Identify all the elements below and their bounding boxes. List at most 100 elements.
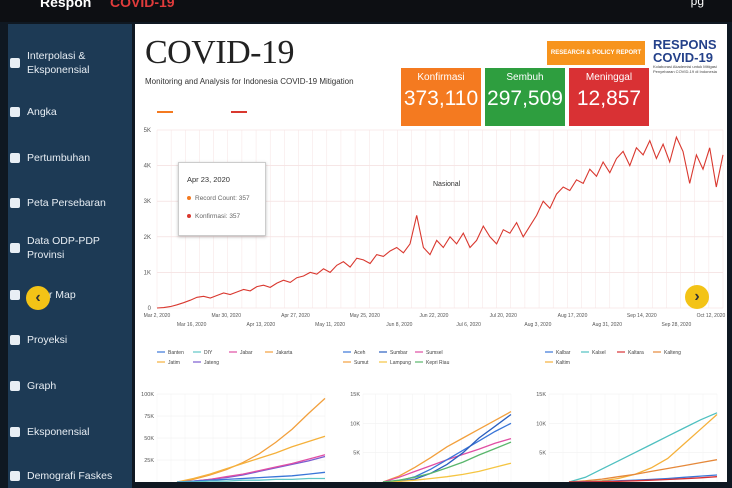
y-tick-label: 75K — [144, 414, 154, 420]
province-chart-kalimantan[interactable]: Kalbar Kalsel Kaltara Kalteng Kaltim 5K 10K 15K — [521, 342, 721, 482]
projection-icon — [10, 335, 20, 345]
x-tick-label: Sep 28, 2020 — [662, 322, 692, 328]
legend-label: Kalsel — [592, 350, 606, 356]
series-line-lampung — [382, 462, 512, 482]
stat-sembuh: Sembuh 297,509 — [485, 68, 565, 126]
sidebar-item-label: Angka — [27, 106, 57, 118]
x-tick-label: Aug 17, 2020 — [558, 313, 588, 319]
sidebar-item-graph[interactable]: Graph — [8, 366, 132, 406]
x-tick-label: Mar 30, 2020 — [212, 313, 242, 319]
legend-label: DIY — [204, 350, 213, 356]
y-tick-label: 0 — [148, 306, 152, 312]
sidebar-item-label: Peta Persebaran — [27, 197, 106, 209]
logo-tagline: Kolaborasi Akademisi untuk Mitigasi Peny… — [653, 64, 717, 74]
province-chart-java[interactable]: Banten DIY Jabar Jakarta Jatim Jateng 25K 50K 75… — [139, 342, 329, 482]
sidebar-item-label: er Map — [43, 289, 76, 301]
y-tick-label: 4K — [144, 164, 151, 170]
table-icon — [10, 243, 20, 253]
legend-label: Sumbar — [390, 350, 408, 356]
respons-covid-logo: RESPONS COVID-19 Kolaborasi Akademisi un… — [653, 38, 725, 74]
y-tick-label: 5K — [353, 451, 360, 457]
x-tick-label: Jun 22, 2020 — [420, 313, 449, 319]
sidebar-item-pertumbuhan[interactable]: Pertumbuhan — [8, 138, 132, 178]
series-line-jakarta — [176, 397, 326, 482]
sidebar-item-interpolasi[interactable]: Interpolasi & Eksponensial — [8, 34, 132, 92]
sidebar-item-cluster-map[interactable]: er Map — [8, 275, 132, 315]
legend-label: Kaltim — [556, 360, 570, 366]
series-line-jatim — [176, 435, 326, 482]
chart-annotation: Nasional — [433, 181, 461, 188]
sidebar-item-label: Eksponensial — [27, 426, 90, 438]
sidebar-item-label: Proyeksi — [27, 334, 68, 346]
app-title: Respon — [40, 0, 92, 10]
x-tick-label: Oct 12, 2020 — [697, 313, 726, 319]
page-subtitle: Monitoring and Analysis for Indonesia CO… — [145, 77, 354, 86]
y-tick-label: 2K — [144, 235, 151, 241]
legend-label: Jatim — [168, 360, 180, 366]
y-tick-label: 5K — [539, 451, 546, 457]
y-tick-label: 10K — [350, 421, 360, 427]
legend-konfirmasi — [231, 111, 247, 113]
y-tick-label: 25K — [144, 458, 154, 464]
app-title-accent: COVID-19 — [110, 0, 175, 10]
province-chart-sumatra[interactable]: Aceh Sumbar Sumsel Sumut Lampung Kepri Riau 5K… — [335, 342, 515, 482]
chart-icon — [10, 58, 20, 68]
series-line-konfirmasi — [156, 135, 724, 309]
top-bar-right-text: pg — [690, 0, 704, 8]
y-tick-label: 50K — [144, 436, 154, 442]
sidebar-item-demografi-faskes[interactable]: Demografi Faskes — [8, 456, 132, 488]
sidebar-item-label: Data ODP-PDP Provinsi — [27, 235, 100, 261]
next-page-button[interactable]: › — [685, 285, 709, 309]
growth-icon — [10, 153, 20, 163]
stat-konfirmasi: Konfirmasi 373,110 — [401, 68, 481, 126]
legend-label: Lampung — [390, 360, 411, 366]
series-line-sumbar — [382, 413, 512, 482]
research-policy-report-button[interactable]: RESEARCH & POLICY REPORT — [547, 41, 645, 65]
series-line-sumut — [382, 411, 512, 482]
legend-label: Jabar — [240, 350, 253, 356]
legend-label: Kalbar — [556, 350, 571, 356]
sidebar-item-angka[interactable]: Angka — [8, 92, 132, 132]
sidebar-item-proyeksi[interactable]: Proyeksi — [8, 320, 132, 360]
chart-tooltip: Apr 23, 2020 Record Count: 357 Konfirmas… — [178, 162, 266, 236]
prev-page-button[interactable]: ‹ — [26, 286, 50, 310]
cluster-map-icon — [10, 290, 20, 300]
x-tick-label: Jul 6, 2020 — [456, 322, 481, 328]
sidebar-item-label: Interpolasi & Eksponensial — [27, 50, 90, 76]
stat-meninggal: Meninggal 12,857 — [569, 68, 649, 126]
series-line-kalsel — [568, 412, 718, 482]
sidebar-item-data-odp-pdp[interactable]: Data ODP-PDP Provinsi — [8, 228, 132, 268]
chevron-left-icon: ‹ — [35, 289, 41, 306]
sidebar-item-eksponensial[interactable]: Eksponensial — [8, 412, 132, 452]
sidebar-item-label: Graph — [27, 380, 57, 392]
map-icon — [10, 198, 20, 208]
legend-label: Banten — [168, 350, 184, 356]
national-line-chart[interactable]: 0 1K 2K 3K 4K 5K Mar 2, 2020 Mar 30, 2020 Apr 27… — [135, 122, 727, 332]
sidebar-item-label: Demografi Faskes — [27, 470, 113, 482]
y-tick-label: 15K — [350, 392, 360, 398]
y-tick-label: 1K — [144, 270, 151, 276]
top-bar: Respon COVID-19 pg — [0, 0, 732, 22]
sidebar-item-peta-persebaran[interactable]: Peta Persebaran — [8, 183, 132, 223]
series-line-diy — [177, 477, 325, 482]
dashboard-panel: COVID-19 Monitoring and Analysis for Ind… — [135, 24, 727, 482]
y-tick-label: 10K — [536, 421, 546, 427]
number-icon — [10, 107, 20, 117]
chevron-right-icon: › — [694, 288, 700, 305]
graph-icon — [10, 381, 20, 391]
stat-label: Meninggal — [585, 72, 633, 83]
x-tick-label: Apr 13, 2020 — [247, 322, 276, 328]
x-tick-label: Aug 31, 2020 — [592, 322, 622, 328]
series-line-kaltara — [568, 476, 718, 482]
legend-label: Jakarta — [276, 350, 293, 356]
legend-label: Kepri Riau — [426, 360, 450, 366]
y-tick-label: 3K — [144, 199, 151, 205]
x-tick-label: Jul 20, 2020 — [490, 313, 517, 319]
sidebar: Interpolasi & Eksponensial Angka Pertumb… — [8, 24, 132, 488]
series-line-kalteng — [568, 459, 718, 482]
x-tick-label: Mar 2, 2020 — [144, 313, 171, 319]
legend-record-count — [157, 111, 173, 113]
x-tick-label: Sep 14, 2020 — [627, 313, 657, 319]
x-tick-label: Jun 8, 2020 — [386, 322, 412, 328]
legend-label: Aceh — [354, 350, 366, 356]
